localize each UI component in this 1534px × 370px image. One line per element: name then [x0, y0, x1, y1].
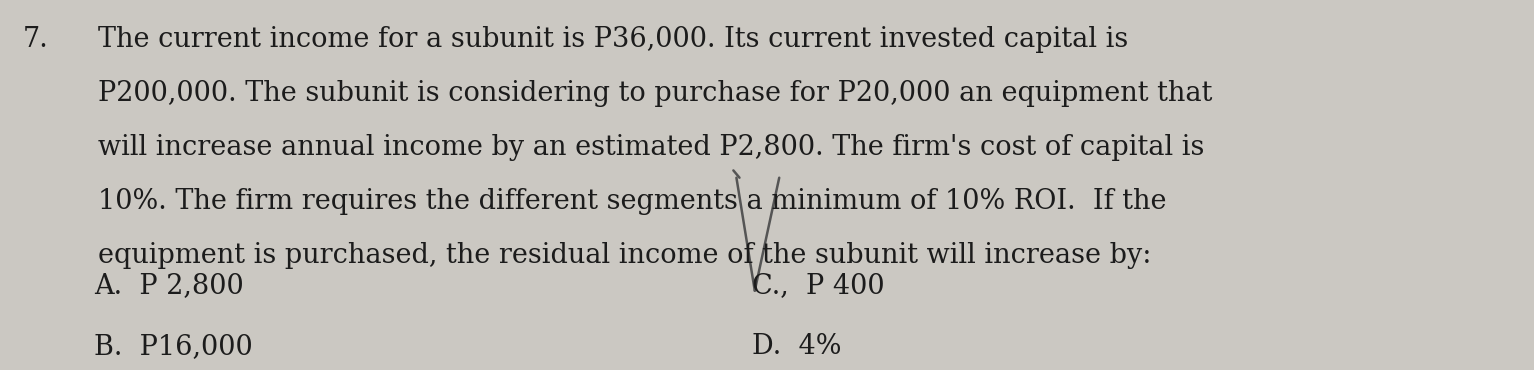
Text: 7.: 7. — [23, 27, 49, 54]
Text: B.  P16,000: B. P16,000 — [95, 333, 253, 360]
Text: C.,  P 400: C., P 400 — [752, 272, 884, 299]
Text: equipment is purchased, the residual income of the subunit will increase by:: equipment is purchased, the residual inc… — [98, 242, 1150, 269]
Text: will increase annual income by an estimated P2,800. The firm's cost of capital i: will increase annual income by an estima… — [98, 134, 1204, 161]
Text: A.  P 2,800: A. P 2,800 — [95, 272, 244, 299]
Text: 10%. The firm requires the different segments a minimum of 10% ROI.  If the: 10%. The firm requires the different seg… — [98, 188, 1166, 215]
Text: The current income for a subunit is P36,000. Its current invested capital is: The current income for a subunit is P36,… — [98, 27, 1127, 54]
Text: D.  4%: D. 4% — [752, 333, 841, 360]
Text: P200,000. The subunit is considering to purchase for P20,000 an equipment that: P200,000. The subunit is considering to … — [98, 80, 1212, 107]
